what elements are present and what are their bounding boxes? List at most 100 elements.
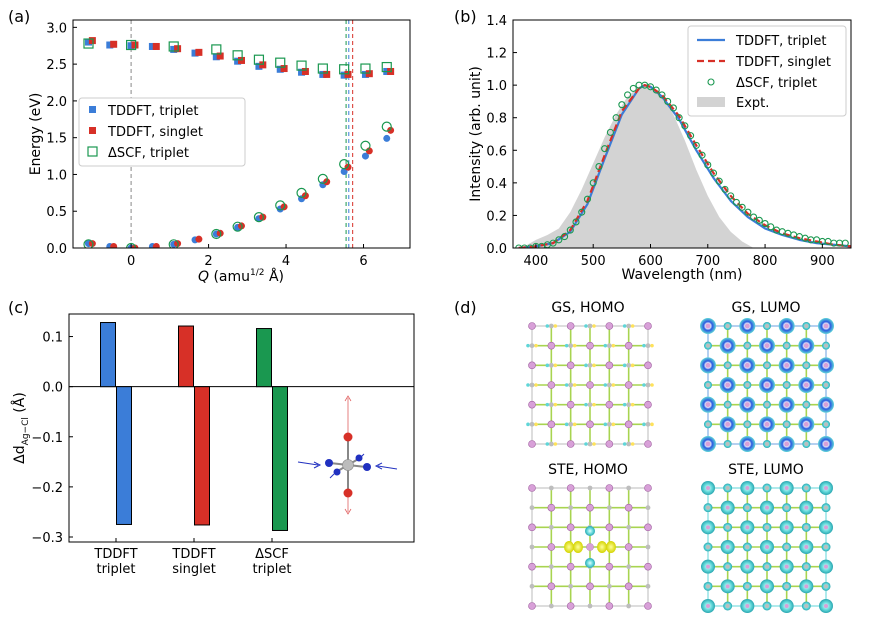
orbital-title-gs-lumo: GS, LUMO bbox=[731, 300, 800, 316]
ag-atom bbox=[784, 323, 790, 329]
cl-atom bbox=[804, 324, 809, 328]
orbital-lobe bbox=[650, 383, 654, 387]
atom bbox=[725, 545, 730, 549]
ag-atom bbox=[644, 523, 652, 532]
ag-atom-center bbox=[342, 459, 354, 471]
orbital-lobe bbox=[592, 442, 596, 446]
orbital-lobe bbox=[584, 402, 588, 407]
point-a-s4-10 bbox=[360, 63, 371, 74]
line-b-1 bbox=[518, 84, 851, 248]
ag-atom bbox=[624, 503, 633, 512]
panel-label-d: (d) bbox=[454, 298, 477, 317]
ag-atom bbox=[744, 323, 750, 329]
point-a-s5-2 bbox=[168, 239, 179, 248]
octahedron-inset bbox=[297, 395, 398, 515]
cl-atom bbox=[645, 505, 651, 511]
orbital-lobe bbox=[564, 343, 569, 348]
orbital-lobe bbox=[642, 422, 646, 427]
ytick-label-b-0: 0.0 bbox=[486, 242, 507, 257]
ag-atom bbox=[547, 503, 556, 512]
panel-b-ylabel: Intensity (arb. unit) bbox=[468, 66, 484, 202]
orbital-lobe bbox=[553, 363, 558, 368]
ag-atom bbox=[823, 441, 829, 447]
orbital-image-ste-lumo bbox=[701, 481, 833, 613]
point-a-s2-10 bbox=[301, 67, 309, 75]
orbital-lobe bbox=[642, 383, 646, 387]
point-a-s2-3 bbox=[152, 42, 160, 50]
point-b-dscf-39 bbox=[738, 203, 746, 211]
orbital-lobe bbox=[534, 422, 538, 427]
cl-atom bbox=[606, 505, 612, 511]
legend-b-label-2: ΔSCF, triplet bbox=[736, 76, 817, 91]
point-a-s5-6 bbox=[275, 200, 286, 211]
legend-b-patch-expt bbox=[697, 97, 725, 107]
cl-atom bbox=[706, 422, 710, 427]
ag-atom bbox=[566, 484, 575, 492]
point-b-dscf-20 bbox=[629, 84, 637, 92]
atom bbox=[784, 525, 789, 530]
cl-atom bbox=[626, 524, 632, 530]
ag-atom bbox=[605, 361, 614, 370]
cl-atom bbox=[548, 323, 554, 329]
cl-atom bbox=[587, 485, 593, 491]
point-a-s4-11 bbox=[381, 61, 392, 73]
bar-c-1-neg bbox=[194, 386, 210, 526]
orbital-lobe bbox=[622, 363, 627, 368]
atom bbox=[804, 564, 809, 569]
point-a-s5-11 bbox=[381, 121, 392, 132]
cl-atom bbox=[626, 441, 632, 447]
orbital-image-gs-lumo bbox=[700, 318, 834, 452]
ag-atom bbox=[566, 602, 575, 610]
orbital-title-gs-homo: GS, HOMO bbox=[551, 300, 624, 316]
orbital-lobe bbox=[572, 383, 577, 387]
point-a-s5-3 bbox=[211, 228, 222, 240]
atom bbox=[804, 584, 809, 589]
cl-atom bbox=[548, 524, 554, 530]
cl-atom-top bbox=[343, 432, 353, 442]
ag-atom bbox=[823, 362, 829, 368]
orbital-lobe bbox=[611, 383, 616, 387]
point-a-s4-0 bbox=[83, 38, 94, 49]
cl-atom bbox=[645, 343, 651, 349]
atom bbox=[784, 584, 789, 589]
point-b-dscf-6 bbox=[549, 239, 557, 247]
atom bbox=[745, 564, 750, 569]
orbital-lobe bbox=[572, 343, 577, 348]
point-b-dscf-1 bbox=[520, 244, 529, 248]
point-b-dscf-26 bbox=[664, 97, 672, 105]
point-a-s0-2 bbox=[127, 42, 135, 50]
point-a-s0-12 bbox=[340, 71, 348, 79]
orbital-lobe bbox=[630, 402, 635, 407]
cl-atom bbox=[587, 441, 593, 447]
ag-atom bbox=[528, 562, 536, 571]
orbital-lobe bbox=[630, 363, 635, 368]
point-b-dscf-25 bbox=[658, 91, 666, 99]
ytick-label-c-2: −0.1 bbox=[31, 431, 63, 446]
orbital-lobe bbox=[572, 422, 577, 427]
ag-atom bbox=[725, 382, 731, 388]
cl-atom bbox=[745, 383, 750, 387]
atom bbox=[824, 545, 828, 549]
orbital-lobe bbox=[603, 343, 608, 348]
point-b-dscf-42 bbox=[755, 216, 763, 224]
cl-atom bbox=[548, 402, 554, 408]
ytick-label-b-7: 1.4 bbox=[486, 14, 507, 29]
ytick-label-a-5: 2.5 bbox=[46, 58, 67, 73]
cl-atom bbox=[784, 422, 789, 427]
point-b-dscf-11 bbox=[578, 208, 586, 216]
cl-atom bbox=[725, 442, 730, 446]
point-b-dscf-2 bbox=[526, 244, 534, 248]
atom bbox=[706, 545, 710, 549]
ytick-label-c-3: 0.0 bbox=[42, 381, 63, 396]
atom bbox=[824, 564, 828, 569]
ag-atom bbox=[605, 602, 614, 610]
point-a-s1-13 bbox=[361, 152, 369, 160]
cl-atom bbox=[548, 441, 554, 447]
point-b-dscf-32 bbox=[698, 151, 706, 159]
cl-atom bbox=[745, 343, 750, 348]
cl-atom bbox=[568, 583, 574, 589]
point-b-dscf-12 bbox=[583, 195, 592, 203]
ag-atom bbox=[644, 322, 652, 330]
orbital-lobe bbox=[553, 324, 558, 328]
atom bbox=[804, 486, 809, 490]
